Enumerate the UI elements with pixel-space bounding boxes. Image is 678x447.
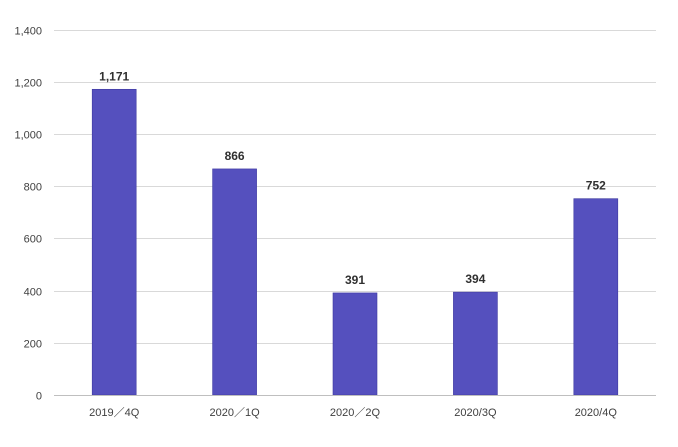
data-label: 391 [345,273,365,287]
x-tick-label: 2020/3Q [454,407,497,419]
x-axis-tick-labels: 2019／4Q 2020／1Q 2020／2Q 2020/3Q 2020/4Q [89,406,617,419]
bar-3 [332,292,378,396]
bars [91,88,619,396]
data-label: 752 [586,179,606,193]
gridlines [54,30,656,344]
y-tick-label: 400 [24,287,42,299]
y-tick-label: 0 [36,391,42,403]
y-tick-label: 1,000 [14,130,42,142]
x-tick-label: 2019／4Q [89,406,140,419]
bar-1 [91,88,137,396]
y-tick-label: 200 [24,339,42,351]
y-axis-tick-labels: 0 200 400 600 800 1,000 1,200 1,400 [14,26,42,403]
data-label: 394 [465,272,485,286]
x-tick-label: 2020／1Q [210,406,261,419]
bar-5 [573,198,619,396]
bar-2 [212,168,257,396]
data-label: 866 [225,149,245,163]
x-tick-label: 2020／2Q [330,406,381,419]
data-labels: 1,171 866 391 394 752 [99,69,606,287]
y-tick-label: 1,400 [14,26,42,38]
x-tick-label: 2020/4Q [575,407,618,419]
y-tick-label: 600 [24,234,42,246]
data-label: 1,171 [99,69,129,83]
bar-4 [453,291,498,396]
y-tick-label: 1,200 [14,78,42,90]
y-tick-label: 800 [24,182,42,194]
